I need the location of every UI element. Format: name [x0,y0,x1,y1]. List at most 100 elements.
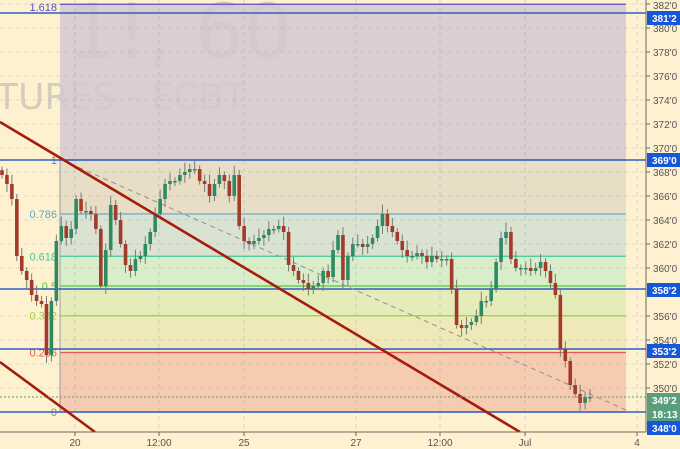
y-tick-label: 382'0 [653,1,678,12]
candle-body [202,181,207,184]
candle-body [262,235,266,238]
y-tick-label: 360'0 [653,264,678,275]
candle-body [346,256,350,280]
candle-body [543,262,548,271]
candle-body [64,226,69,238]
candle-body [528,268,533,271]
candle-body [341,235,345,280]
candle-body [257,238,261,241]
candle-body [523,268,528,270]
candle-body [242,226,246,241]
price-label-bg [647,11,680,25]
candle-body [237,175,241,226]
candle-body [84,211,88,213]
x-tick-label: Jul [519,438,532,449]
y-tick-label: 356'0 [653,312,678,323]
candle-body [276,226,281,229]
fib-level-label: 0 [51,407,57,419]
candle-body [449,259,454,289]
candle-body [474,316,479,322]
candle-body [380,214,385,226]
candle-body [133,259,138,271]
y-tick-label: 354'0 [653,336,678,347]
candle-body [108,205,113,250]
y-tick-label: 380'0 [653,24,678,35]
candle-body [143,244,148,256]
price-label: 381'2 [652,14,677,25]
candle-body [252,241,256,244]
candle-body [19,256,24,271]
candle-body [326,271,330,277]
candle-body [271,229,276,231]
price-label-bg [647,344,680,358]
candle-body [514,259,518,268]
candle-body [232,175,237,196]
candle-body [435,256,439,259]
candle-body [444,259,449,261]
candle-body [489,289,493,301]
candle-body [430,256,434,262]
candle-body [395,232,400,241]
candle-body [306,283,311,289]
candle-body [301,280,306,283]
candle-body [464,325,469,328]
candle-body [183,172,187,175]
candle-body [227,181,232,196]
candle-body [504,232,508,238]
x-tick-label: 25 [238,438,250,449]
candle-body [5,175,9,184]
candle-body [385,214,390,226]
candle-body [415,253,419,256]
candle-body [484,301,489,303]
candle-body [69,229,73,238]
candle-body [39,301,44,304]
candle-body [153,214,157,232]
candle-body [316,283,321,286]
candle-body [99,229,103,286]
candle-body [29,280,34,295]
candle-body [103,250,108,286]
candle-body [375,226,380,238]
candle-body [533,268,538,271]
candle-body [588,397,592,399]
candle-body [222,175,227,181]
candle-body [509,232,513,259]
price-label: 369'0 [652,156,677,167]
candle-body [360,244,365,247]
candle-body [351,244,355,256]
candle-body [355,244,360,246]
candle-body [548,271,553,283]
candle-body [34,295,39,301]
candle-body [118,220,123,244]
candle-body [158,199,162,214]
bar-countdown-label-bg [647,407,680,421]
candle-body [49,301,54,355]
candle-body [583,397,587,403]
candle-body [563,349,568,361]
candle-body [163,184,167,199]
candle-body [10,184,14,199]
y-tick-label: 364'0 [653,216,678,227]
candle-body [469,322,474,325]
candle-body [558,295,563,349]
x-tick-label: 4 [634,438,640,449]
price-label-bg [647,283,680,297]
candle-body [148,232,153,244]
y-tick-label: 362'0 [653,240,678,251]
candle-body [192,169,197,171]
x-tick-label: 12:00 [427,438,452,449]
fib-level-label: 1 [51,155,57,167]
x-tick-label: 12:00 [146,438,171,449]
dashed-trendline [61,159,627,411]
fib-zone [60,286,626,316]
fib-zone [60,160,626,214]
candle-body [578,394,582,403]
candle-body [311,286,316,289]
candle-body [281,226,286,232]
fib-level-label: 1.618 [29,2,57,14]
y-tick-label: 368'0 [653,168,678,179]
y-tick-label: 376'0 [653,72,678,83]
candle-body [207,184,212,196]
candle-body [15,199,19,256]
